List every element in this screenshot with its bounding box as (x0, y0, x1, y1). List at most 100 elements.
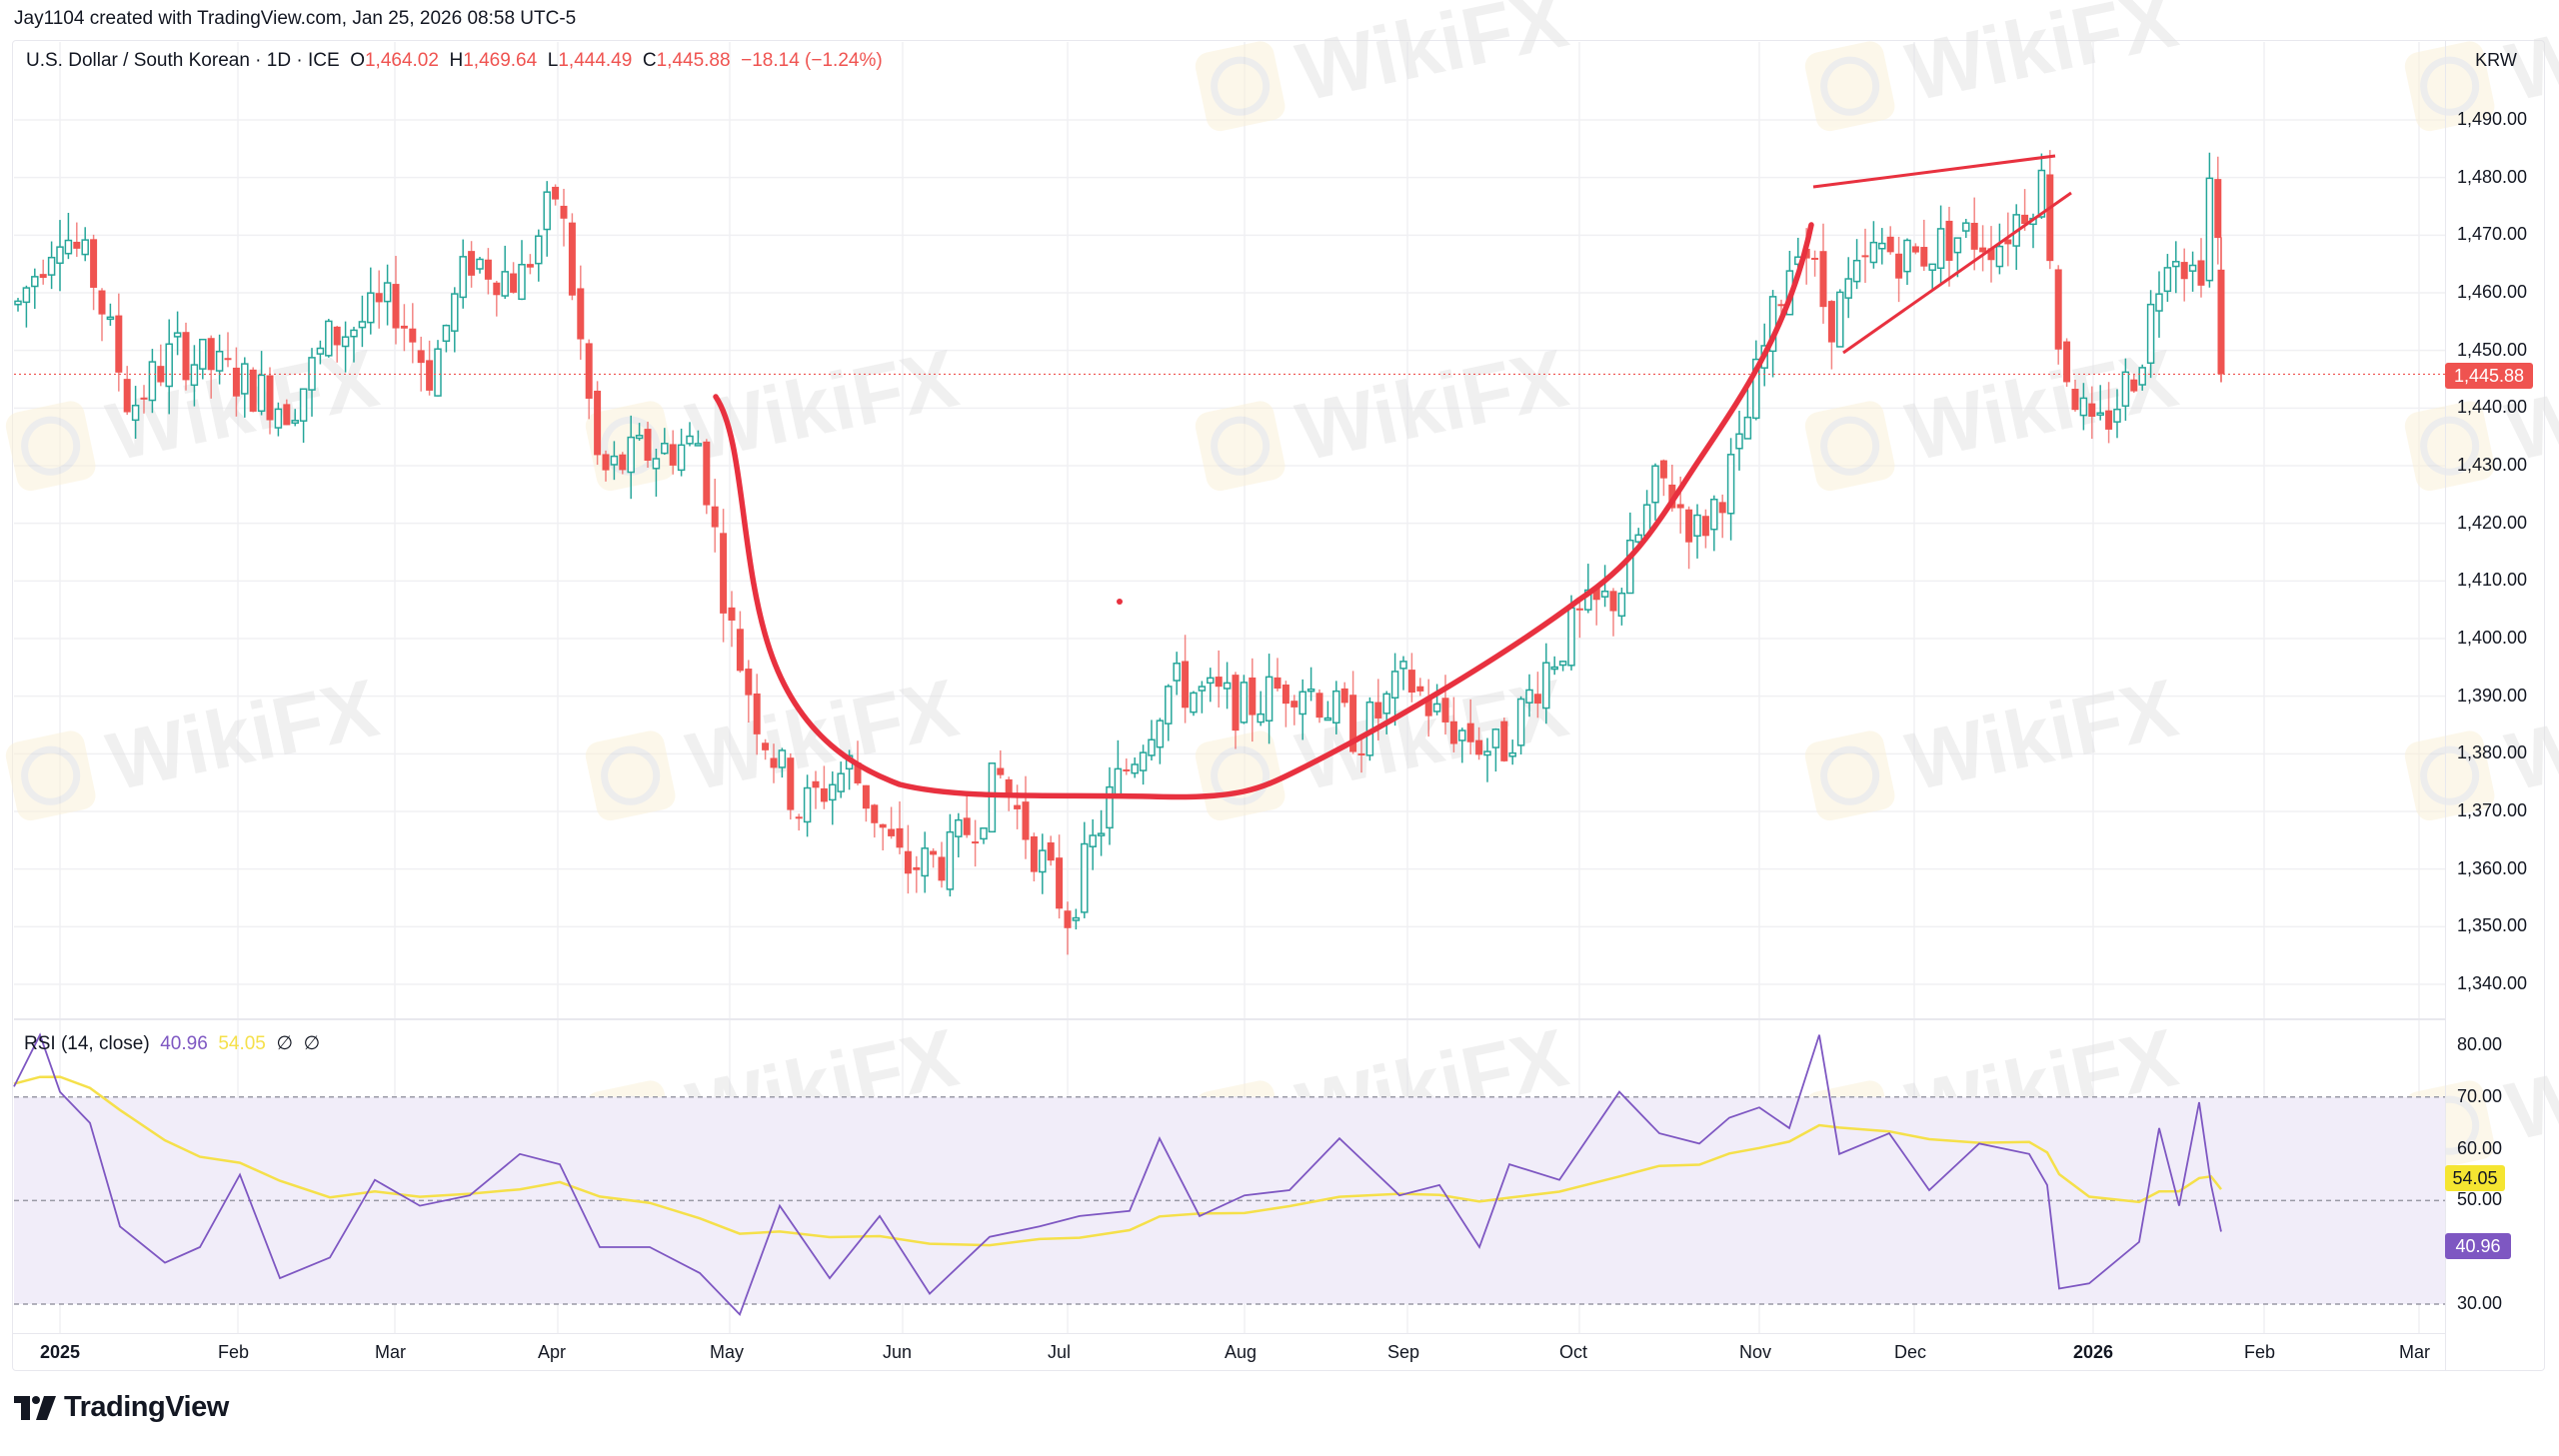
rsi-tick: 30.00 (2457, 1293, 2503, 1313)
candle (1710, 495, 1718, 552)
candle (165, 319, 173, 415)
candle (316, 340, 325, 365)
candle (1182, 635, 1190, 724)
candle (1081, 821, 1089, 918)
candle (283, 399, 291, 426)
candle (1516, 696, 1525, 755)
rsi-legend[interactable]: RSI (14, close) 40.96 54.05 ∅ ∅ (24, 1032, 320, 1055)
candle (879, 823, 887, 850)
candle (400, 304, 408, 352)
candle (1039, 833, 1047, 894)
close-value: 1,445.88 (656, 50, 731, 71)
candle (720, 509, 728, 643)
candle (1584, 564, 1592, 614)
rsi-series (13, 1032, 2222, 1317)
candle (207, 335, 215, 399)
candle (2205, 152, 2214, 288)
rsi-extra-2: ∅ (303, 1033, 321, 1054)
candle (2004, 212, 2012, 267)
candle (997, 749, 1005, 779)
candle (2063, 338, 2071, 387)
wedge-upper-trendline[interactable] (1812, 154, 2056, 189)
candle (2146, 290, 2155, 379)
candle (131, 386, 140, 439)
wedge-lower-trendline[interactable] (1842, 191, 2072, 355)
tradingview-logo[interactable]: TradingView (14, 1391, 229, 1424)
candle (1811, 250, 1819, 277)
candle (1047, 835, 1055, 866)
candle (1030, 832, 1038, 881)
annotation-dot (1117, 599, 1123, 605)
time-axis[interactable]: 2025 Feb Mar Apr May Jun Jul Aug Sep Oct Nov Dec 202… (12, 1333, 2445, 1372)
candle (468, 241, 476, 288)
candle (2130, 374, 2138, 394)
candle (1852, 239, 1861, 290)
candle (1491, 728, 1500, 772)
last-price-label: 1,445.88 (2445, 363, 2533, 389)
candle (1123, 758, 1131, 775)
candle (484, 248, 492, 295)
svg-text:WikiFX: WikiFX (1899, 0, 2185, 119)
svg-text:WikiFX: WikiFX (1899, 333, 2185, 479)
candle (1340, 682, 1348, 708)
candle (1886, 226, 1894, 255)
rsi-tick: 70.00 (2457, 1085, 2503, 1106)
candle (1441, 675, 1449, 735)
symbol-legend[interactable]: U.S. Dollar / South Korean · 1D · ICE O1… (26, 50, 883, 72)
candle (1064, 901, 1072, 955)
candle (552, 184, 560, 206)
price-tick: 1,490.00 (2457, 109, 2528, 129)
price-tick: 1,370.00 (2457, 800, 2528, 820)
candle (434, 340, 442, 397)
candle (1416, 678, 1424, 697)
rounded-bottom-curve[interactable] (713, 222, 1814, 800)
candle (350, 326, 358, 363)
candle (1274, 658, 1281, 692)
candle (1743, 389, 1752, 440)
rsi-tick: 80.00 (2457, 1034, 2503, 1054)
candle (1693, 504, 1701, 559)
price-tick: 1,360.00 (2457, 857, 2528, 878)
price-tick: 1,340.00 (2457, 973, 2528, 993)
close-label: C (642, 50, 657, 71)
candle (47, 241, 56, 290)
candle (257, 351, 266, 416)
price-axis[interactable]: KRW (2445, 40, 2546, 1371)
candle (610, 441, 619, 481)
price-tick: 1,390.00 (2457, 685, 2528, 706)
time-label: Dec (1894, 1342, 1927, 1362)
candle (787, 752, 795, 820)
candle (1257, 691, 1265, 727)
candle (90, 234, 98, 311)
candle (904, 824, 912, 894)
candle (661, 428, 669, 456)
candle (1928, 263, 1936, 290)
candle (358, 295, 367, 348)
candle (73, 222, 81, 257)
price-tick: 1,420.00 (2457, 512, 2528, 533)
candle (2121, 358, 2130, 421)
candle (1390, 653, 1399, 727)
high-value: 1,469.64 (463, 50, 538, 71)
candle (22, 285, 31, 328)
rsi-title: RSI (14, close) (24, 1033, 150, 1054)
price-tick: 1,380.00 (2457, 742, 2528, 763)
candle (627, 415, 635, 500)
candle (1970, 197, 1978, 271)
price-tick: 1,480.00 (2457, 166, 2528, 187)
candle (1323, 701, 1332, 722)
low-value: 1,444.49 (558, 50, 633, 71)
time-label: Mar (2399, 1342, 2430, 1362)
candle (1148, 720, 1156, 761)
candle (921, 831, 929, 893)
candle (56, 220, 64, 292)
candle (1475, 727, 1483, 760)
candle (2037, 153, 2046, 219)
candle (333, 326, 341, 363)
candle (1357, 736, 1365, 773)
candle (972, 819, 980, 867)
candle (568, 213, 576, 301)
currency-unit[interactable]: KRW (2475, 50, 2517, 70)
candle (913, 855, 921, 893)
